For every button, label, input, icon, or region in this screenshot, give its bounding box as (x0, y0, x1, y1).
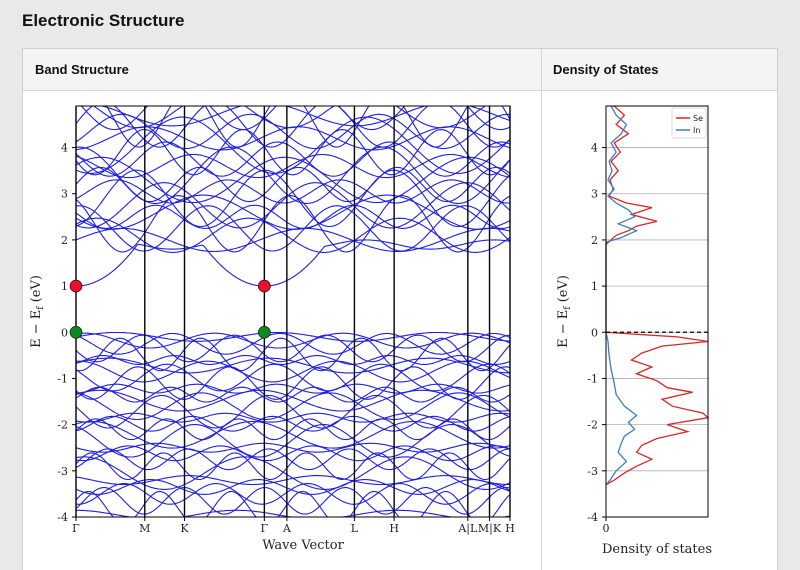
dos-y-tick-label: 4 (591, 142, 598, 155)
vbm-marker (69, 325, 83, 339)
dos-y-tick-label: 1 (591, 280, 598, 293)
band-line (75, 486, 511, 515)
band-line (75, 153, 511, 179)
band-line (75, 412, 511, 423)
band-line (75, 490, 511, 523)
band-line (75, 475, 510, 486)
y-tick-label: -1 (57, 372, 68, 385)
y-tick-label: 3 (61, 188, 68, 201)
band-top-mask (46, 94, 540, 106)
band-structure-header: Band Structure (35, 62, 129, 77)
cbm-marker (69, 279, 83, 293)
x-tick-label: H (389, 522, 399, 535)
band-line (75, 113, 511, 150)
band-line (75, 334, 511, 363)
dos-series-se (605, 105, 710, 486)
dos-axes-frame (605, 105, 709, 518)
x-tick-label: Γ (72, 522, 80, 535)
dos-y-axis-label: E − Ef (eV) (556, 275, 573, 348)
dos-y-tick-label: -1 (587, 372, 598, 385)
band-line (75, 386, 511, 403)
page-title: Electronic Structure (22, 11, 185, 30)
y-tick-label: 4 (61, 142, 68, 155)
panel-header: Band Structure Density of States (23, 49, 777, 91)
band-line (75, 179, 511, 204)
x-tick-label: K (180, 522, 189, 535)
band-line (75, 146, 511, 204)
band-line (75, 424, 511, 458)
band-line (75, 337, 511, 372)
band-y-axis-label: E − Ef (eV) (29, 275, 46, 348)
dos-y-tick-label: 0 (591, 326, 598, 339)
band-line (75, 357, 510, 374)
band-line (75, 141, 511, 177)
band-line (75, 331, 511, 342)
column-divider (541, 49, 542, 570)
band-line (75, 217, 511, 253)
y-tick-label: -2 (57, 419, 68, 432)
band-lines (75, 100, 511, 523)
x-tick-label: Γ (261, 522, 269, 535)
band-line (75, 448, 511, 471)
band-line (75, 332, 511, 349)
band-line (75, 389, 511, 412)
band-line (75, 355, 511, 365)
y-tick-label: 2 (61, 234, 68, 247)
x-tick-label: H (505, 522, 515, 535)
band-line (75, 383, 511, 394)
band-line (75, 156, 511, 204)
vbm-marker (258, 325, 271, 339)
band-axes-frame (75, 105, 511, 518)
band-line (75, 483, 511, 505)
band-line (75, 415, 511, 432)
x-tick-label: M|K (478, 522, 502, 536)
band-line (75, 194, 511, 230)
x-tick-label: L (351, 522, 359, 535)
band-line (75, 420, 511, 449)
band-line (75, 363, 511, 392)
dos-y-tick-label: -3 (587, 465, 598, 478)
band-line (75, 169, 511, 228)
x-tick-label: M (139, 522, 150, 535)
x-tick-label: A|L (457, 522, 478, 536)
band-line (75, 452, 511, 481)
dos-y-tick-label: -2 (587, 419, 598, 432)
dos-y-tick-label: 3 (591, 188, 598, 201)
band-line (75, 445, 511, 462)
y-tick-label: -3 (57, 465, 68, 478)
band-line (75, 332, 511, 355)
band-line (75, 479, 511, 495)
dos-x-tick-label: 0 (603, 522, 610, 535)
x-tick-label: A (282, 522, 292, 535)
dos-series-in (605, 105, 639, 486)
dos-y-tick-label: 2 (591, 234, 598, 247)
density-of-states-chart: -4 -3 -2 -1 0 1 2 3 4 0 Density of states E − Ef (e… (556, 105, 712, 557)
band-line (75, 442, 511, 453)
cbm-marker (258, 279, 271, 293)
band-line (75, 195, 511, 253)
legend-label-se: Se (693, 114, 703, 123)
band-x-axis-label: Wave Vector (262, 538, 344, 553)
band-line (75, 204, 511, 229)
band-line (76, 100, 510, 129)
density-of-states-header: Density of States (553, 62, 659, 77)
legend-label-in: In (693, 126, 700, 135)
conduction-band-minimum-line (76, 239, 511, 287)
dos-y-tick-label: -4 (587, 511, 598, 524)
band-line (75, 205, 511, 252)
dos-legend-box (671, 107, 707, 139)
band-bottom-mask (46, 517, 540, 527)
band-line (75, 129, 511, 176)
y-tick-label: 0 (61, 326, 68, 339)
dos-x-axis-label: Density of states (602, 542, 712, 557)
band-line (75, 116, 511, 174)
y-tick-label: -4 (57, 511, 68, 524)
y-tick-label: 1 (61, 280, 68, 293)
band-line (75, 360, 511, 383)
